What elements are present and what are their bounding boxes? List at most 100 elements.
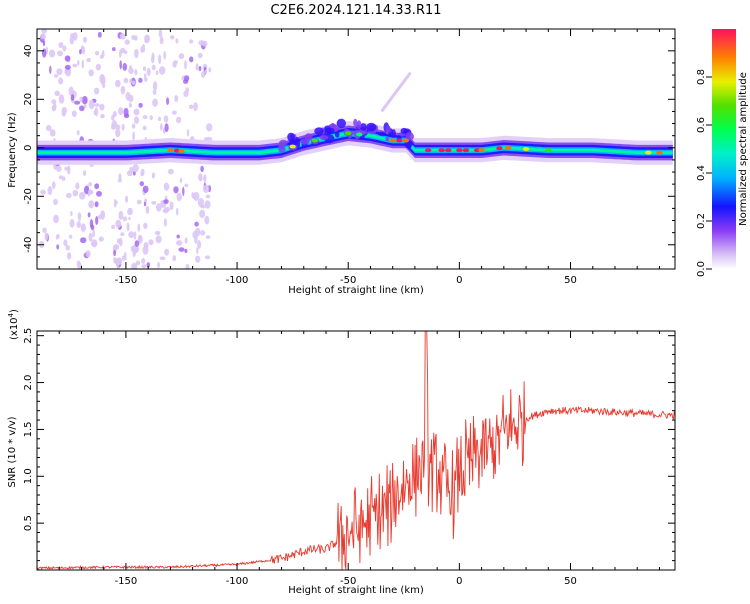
noise-blob (58, 77, 64, 85)
noise-blob (164, 206, 170, 212)
noise-blob (77, 60, 80, 66)
noise-blob (143, 222, 148, 229)
noise-blob (58, 42, 64, 49)
plume-blob (287, 132, 295, 142)
noise-blob (159, 256, 166, 261)
noise-blob (113, 250, 116, 257)
noise-blob (142, 245, 149, 255)
hotspot (496, 146, 503, 151)
noise-blob (151, 172, 155, 179)
noise-blob (133, 116, 140, 124)
hotspot (438, 148, 445, 153)
noise-blob (196, 247, 199, 255)
noise-blob (178, 53, 185, 60)
noise-blob (56, 68, 63, 75)
noise-blob (133, 108, 140, 116)
noise-blob (100, 77, 105, 83)
noise-blob (173, 186, 179, 194)
noise-blob (83, 36, 87, 43)
noise-blob (128, 102, 132, 108)
spectrogram-frame (36, 28, 676, 270)
noise-blob (163, 50, 166, 60)
noise-blob (89, 219, 94, 229)
noise-blob (141, 44, 146, 53)
noise-blob (79, 49, 82, 55)
noise-blob (49, 49, 56, 58)
noise-blob (44, 232, 49, 241)
noise-blob (86, 57, 91, 63)
x-tick-label: 0 (456, 576, 462, 587)
noise-blob (134, 69, 138, 76)
plume-blob (377, 131, 387, 136)
colorbar-tick-label: 0.6 (696, 117, 707, 133)
noise-blob (184, 183, 189, 188)
noise-blob (68, 234, 73, 239)
noise-blob (120, 47, 126, 54)
noise-blob (164, 123, 169, 133)
spectrogram-axes: -150 -100 -50 0 50 -40 -20 0 20 40 (23, 29, 675, 286)
colorbar-tick-label: 0.0 (696, 261, 707, 277)
plume-blob (278, 145, 286, 153)
noise-blob (120, 232, 125, 237)
noise-blob (57, 234, 60, 239)
noise-blob (113, 244, 120, 250)
noise-blob (159, 36, 164, 45)
noise-blob (195, 63, 199, 71)
noise-blob (179, 177, 183, 184)
x-tick-label: -50 (340, 275, 356, 286)
x-tick-label: 0 (456, 275, 462, 286)
noise-blob (40, 189, 46, 195)
plume-blob (385, 125, 391, 133)
noise-blob (128, 67, 134, 74)
noise-blob (54, 74, 59, 78)
noise-blob (145, 205, 150, 214)
noise-blob (208, 67, 212, 73)
noise-blob (87, 212, 91, 218)
noise-blob (83, 185, 90, 195)
colorbar-tick-label: 0.8 (696, 69, 707, 85)
hotspot (167, 148, 174, 153)
plume-streak (380, 71, 412, 113)
snr-series-line (37, 331, 675, 570)
noise-blob (76, 260, 81, 265)
hotspot (505, 146, 512, 150)
noise-blob (75, 182, 80, 190)
noise-blob (53, 198, 58, 205)
noise-blob (175, 38, 179, 44)
spectrogram-y-axis-label: Frequency (Hz) (7, 112, 18, 188)
noise-blob (99, 54, 104, 59)
plume-blob (391, 129, 396, 138)
noise-blob (79, 96, 83, 103)
noise-blob (134, 48, 139, 59)
noise-blob (202, 40, 208, 47)
noise-blob (158, 29, 163, 38)
noise-blob (144, 73, 147, 79)
noise-blob (70, 211, 73, 217)
colorbar-ticks: 0.0 0.2 0.4 0.6 0.8 (696, 69, 712, 277)
noise-blob (132, 164, 139, 173)
noise-blob (40, 33, 46, 40)
noise-blob (58, 94, 65, 104)
noise-blob (175, 207, 179, 216)
noise-blob (56, 165, 62, 172)
noise-blob (159, 66, 166, 75)
noise-blob (197, 240, 202, 249)
noise-blob (144, 198, 148, 203)
noise-blob (88, 200, 95, 209)
noise-blob (51, 105, 56, 112)
hotspot (289, 144, 296, 149)
snr-panel: -150 -100 -50 0 50 0.5 1.0 1.5 2.0 2.5 Height of … (7, 309, 676, 596)
hotspot (389, 138, 396, 143)
noise-blob (111, 114, 115, 121)
noise-blob (184, 237, 188, 244)
x-tick-label: -150 (115, 275, 138, 286)
snr-y-axis-label: SNR (10 * v/v) (7, 416, 18, 487)
noise-blob (119, 49, 122, 58)
noise-blob (93, 103, 100, 107)
hotspot (478, 148, 485, 153)
noise-blob (124, 195, 129, 203)
colorbar-label: Normalized spectral amplitude (738, 72, 749, 226)
noise-blob (41, 29, 47, 34)
